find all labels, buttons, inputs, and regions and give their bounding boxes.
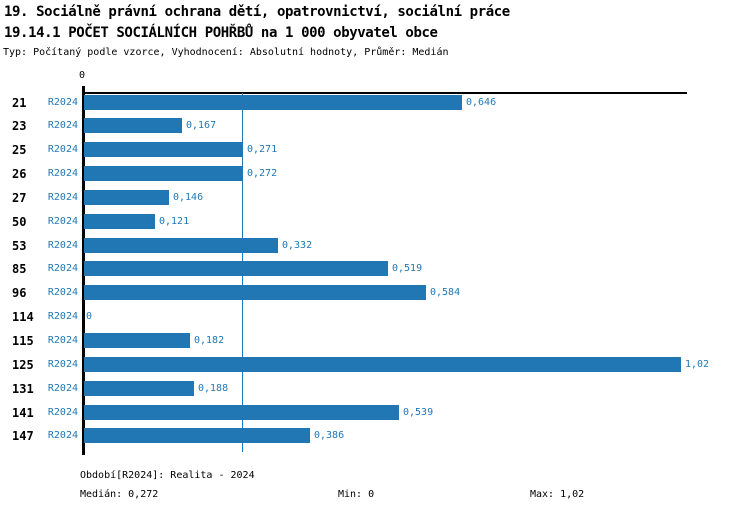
bar-value-label: 0 — [86, 311, 93, 323]
bar — [84, 285, 426, 301]
y-axis-line — [82, 86, 85, 455]
bar-value-label: 0,646 — [466, 96, 497, 108]
bar-value-label: 1,02 — [685, 358, 710, 370]
row-category-label: 115 — [12, 334, 34, 348]
median-stat-label: Medián: 0,272 — [80, 489, 159, 500]
min-stat-label: Min: 0 — [338, 489, 375, 500]
bar — [84, 142, 243, 158]
bar-value-label: 0,272 — [247, 168, 278, 180]
bar — [84, 380, 194, 396]
row-category-label: 114 — [12, 310, 34, 325]
bar-value-label: 0,188 — [198, 382, 229, 394]
x-axis-line — [82, 92, 687, 94]
row-category-label: 21 — [12, 95, 27, 110]
bar-value-label: 0,584 — [430, 287, 461, 299]
row-category-label: 53 — [12, 238, 27, 253]
bar — [84, 118, 182, 134]
bar-value-label: 0,386 — [314, 430, 345, 442]
row-category-label: 85 — [12, 262, 27, 277]
row-series-label: R2024 — [47, 191, 78, 203]
period-label: Období[R2024]: Realita - 2024 — [80, 470, 255, 481]
row-series-label: R2024 — [47, 215, 78, 227]
row-category-label: 26 — [12, 167, 27, 182]
row-series-label: R2024 — [47, 144, 78, 156]
row-category-label: 125 — [12, 357, 34, 372]
bar — [84, 189, 169, 205]
row-series-label: R2024 — [47, 358, 78, 370]
row-category-label: 96 — [12, 286, 27, 301]
bar — [84, 333, 190, 348]
bar — [84, 356, 681, 372]
row-series-label: R2024 — [47, 239, 78, 251]
bar-value-label: 0,121 — [159, 215, 190, 227]
bar-value-label: 0,167 — [186, 120, 217, 132]
row-series-label: R2024 — [47, 430, 78, 442]
row-series-label: R2024 — [47, 168, 78, 180]
bar — [84, 94, 462, 110]
bar-value-label: 0,182 — [194, 335, 225, 346]
bar — [84, 428, 310, 444]
row-category-label: 23 — [12, 119, 27, 134]
bar — [84, 261, 388, 277]
row-category-label: 25 — [12, 143, 27, 158]
row-category-label: 141 — [12, 405, 34, 420]
row-series-label: R2024 — [47, 382, 78, 394]
indicator-title: 19.14.1 POČET SOCIÁLNÍCH POHŘBŮ na 1 000… — [4, 25, 438, 41]
bar — [84, 404, 399, 420]
row-category-label: 50 — [12, 214, 27, 229]
indicator-subtitle: Typ: Počítaný podle vzorce, Vyhodnocení:… — [3, 47, 449, 58]
row-series-label: R2024 — [47, 335, 78, 346]
row-series-label: R2024 — [47, 263, 78, 275]
bar-value-label: 0,271 — [247, 144, 278, 156]
row-series-label: R2024 — [47, 120, 78, 132]
x-axis-tick-label: 0 — [78, 70, 86, 81]
row-series-label: R2024 — [47, 406, 78, 418]
bar-value-label: 0,519 — [392, 263, 423, 275]
bar — [84, 166, 243, 182]
row-series-label: R2024 — [47, 96, 78, 108]
row-category-label: 131 — [12, 381, 34, 396]
row-series-label: R2024 — [47, 287, 78, 299]
row-series-label: R2024 — [47, 311, 78, 323]
bar — [84, 213, 155, 229]
bar-value-label: 0,332 — [282, 239, 313, 251]
max-stat-label: Max: 1,02 — [530, 489, 585, 500]
row-category-label: 27 — [12, 190, 27, 205]
row-category-label: 147 — [12, 429, 34, 444]
page-title: 19. Sociálně právní ochrana dětí, opatro… — [4, 4, 510, 20]
bar-value-label: 0,146 — [173, 191, 204, 203]
bar — [84, 237, 278, 253]
bar-value-label: 0,539 — [403, 406, 434, 418]
